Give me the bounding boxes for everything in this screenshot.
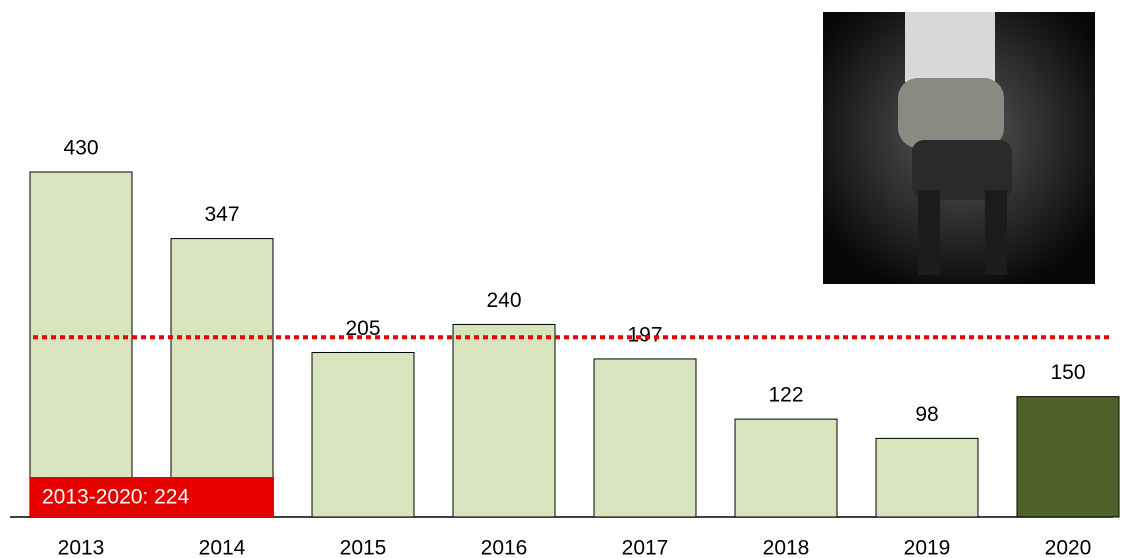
value-label: 197 [627, 323, 662, 346]
value-label: 150 [1050, 361, 1085, 384]
x-tick-label: 2015 [340, 537, 387, 558]
x-tick-label: 2014 [199, 537, 246, 558]
bar [29, 171, 133, 518]
average-label-box [30, 477, 274, 517]
value-label: 347 [204, 203, 239, 226]
photo [823, 12, 1095, 284]
bar [593, 358, 697, 518]
value-label: 205 [345, 317, 380, 340]
value-label: 240 [486, 289, 521, 312]
value-label: 122 [768, 384, 803, 407]
average-label: 2013-2020: 224 [42, 486, 189, 509]
bar [311, 352, 415, 518]
bar [875, 437, 979, 518]
bar [452, 323, 556, 518]
x-tick-label: 2019 [904, 537, 951, 558]
bar [734, 418, 838, 518]
x-tick-label: 2016 [481, 537, 528, 558]
x-tick-label: 2013 [58, 537, 105, 558]
bar [1016, 396, 1120, 518]
x-tick-label: 2020 [1045, 537, 1092, 558]
x-tick-label: 2018 [763, 537, 810, 558]
x-tick-label: 2017 [622, 537, 669, 558]
value-label: 98 [915, 403, 938, 426]
bar [170, 238, 274, 518]
value-label: 430 [63, 137, 98, 160]
